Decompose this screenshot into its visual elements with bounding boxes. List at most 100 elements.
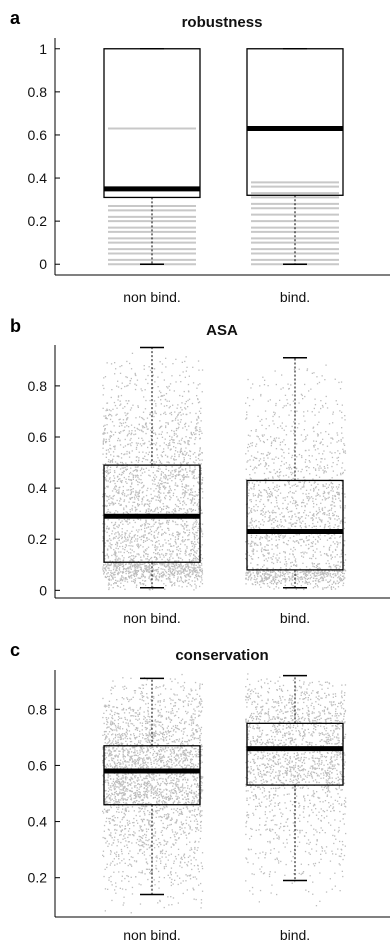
scatter-point — [273, 576, 275, 578]
x-tick-label: non bind. — [123, 610, 181, 626]
scatter-point — [143, 496, 145, 498]
scatter-point — [148, 510, 150, 512]
x-tick-label: bind. — [280, 289, 310, 305]
scatter-point — [261, 434, 263, 436]
scatter-point — [146, 751, 148, 753]
scatter-point — [181, 571, 183, 573]
scatter-point — [170, 457, 172, 459]
scatter-point — [198, 774, 200, 776]
scatter-point — [186, 565, 188, 567]
scatter-point — [116, 466, 118, 468]
scatter-point — [137, 518, 139, 520]
scatter-point — [118, 783, 120, 785]
scatter-point — [198, 884, 200, 886]
scatter-point — [179, 507, 181, 510]
scatter-point — [307, 574, 309, 576]
scatter-point — [263, 457, 265, 459]
scatter-point — [158, 870, 160, 873]
scatter-point — [324, 506, 326, 509]
scatter-point — [194, 477, 196, 480]
scatter-point — [153, 443, 155, 445]
scatter-point — [119, 834, 121, 836]
scatter-point — [107, 563, 109, 565]
scatter-point — [191, 500, 193, 502]
scatter-point — [165, 532, 167, 534]
scatter-point — [145, 553, 147, 555]
scatter-point — [159, 486, 161, 489]
scatter-point — [121, 520, 123, 522]
scatter-point — [135, 718, 137, 720]
scatter-point — [189, 450, 192, 453]
scatter-point — [175, 381, 177, 383]
scatter-point — [155, 403, 157, 405]
scatter-point — [115, 582, 117, 584]
scatter-point — [154, 412, 156, 414]
scatter-point — [158, 522, 160, 524]
scatter-point — [271, 558, 273, 560]
scatter-point — [130, 368, 133, 370]
scatter-point — [250, 455, 253, 457]
scatter-point — [107, 567, 109, 569]
scatter-point — [132, 474, 134, 476]
scatter-point — [129, 576, 131, 578]
scatter-point — [121, 493, 124, 496]
scatter-point — [126, 413, 128, 415]
scatter-point — [274, 370, 276, 372]
scatter-point — [173, 462, 175, 464]
scatter-point — [171, 470, 173, 472]
scatter-point — [326, 514, 328, 516]
scatter-point — [133, 563, 135, 565]
scatter-point — [334, 378, 336, 380]
scatter-point — [130, 799, 133, 801]
scatter-point — [171, 545, 173, 547]
scatter-point — [295, 522, 298, 524]
scatter-point — [174, 560, 176, 562]
scatter-point — [336, 403, 339, 405]
scatter-point — [104, 567, 106, 569]
scatter-point — [174, 453, 176, 455]
scatter-point — [160, 499, 162, 501]
scatter-point — [142, 734, 144, 736]
scatter-point — [336, 441, 338, 443]
scatter-point — [199, 683, 201, 685]
scatter-point — [196, 495, 199, 497]
scatter-point — [294, 560, 296, 562]
scatter-point — [258, 526, 260, 529]
scatter-point — [108, 820, 110, 823]
scatter-point — [295, 573, 298, 576]
scatter-point — [267, 557, 270, 559]
scatter-point — [177, 532, 180, 534]
scatter-point — [181, 586, 183, 588]
scatter-point — [298, 581, 300, 583]
scatter-point — [109, 723, 112, 725]
scatter-point — [106, 409, 109, 411]
scatter-point — [262, 440, 265, 443]
scatter-point — [163, 749, 165, 751]
scatter-point — [189, 575, 192, 578]
scatter-point — [182, 427, 184, 429]
scatter-point — [169, 567, 171, 569]
scatter-point — [143, 468, 145, 470]
scatter-point — [145, 510, 148, 512]
scatter-point — [126, 819, 128, 821]
scatter-point — [320, 407, 322, 410]
scatter-point — [147, 819, 149, 821]
scatter-point — [289, 510, 291, 513]
scatter-point — [171, 572, 173, 574]
scatter-point — [323, 513, 326, 516]
scatter-point — [132, 470, 134, 472]
scatter-point — [271, 492, 273, 494]
scatter-point — [137, 564, 139, 566]
scatter-point — [120, 457, 123, 459]
scatter-point — [279, 572, 282, 574]
scatter-point — [106, 408, 108, 410]
scatter-point — [312, 514, 315, 516]
scatter-point — [176, 554, 178, 557]
scatter-point — [271, 458, 273, 460]
scatter-point — [199, 448, 201, 450]
scatter-point — [137, 565, 139, 568]
scatter-point — [132, 696, 134, 698]
scatter-point — [130, 486, 132, 488]
scatter-point — [313, 407, 315, 410]
scatter-point — [157, 579, 160, 581]
